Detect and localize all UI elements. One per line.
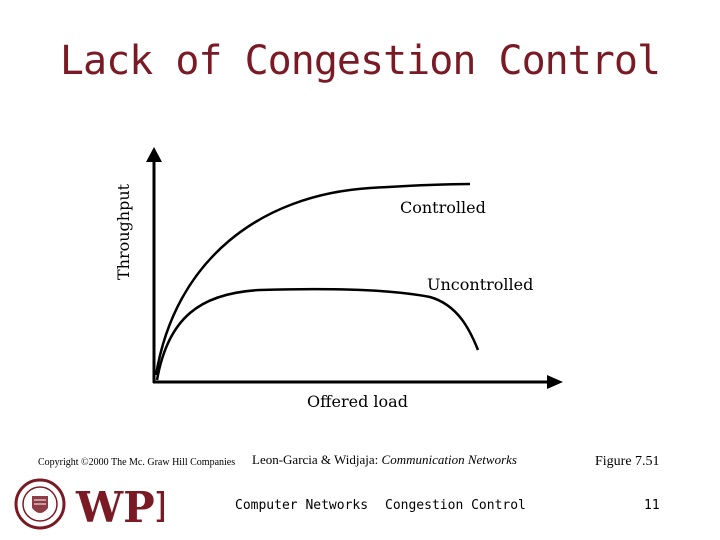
y-axis-label: Throughput	[114, 183, 133, 280]
controlled-label: Controlled	[400, 198, 486, 217]
citation-book: Communication Networks	[381, 452, 517, 467]
wpi-seal-icon	[14, 478, 66, 530]
x-axis-arrow	[547, 375, 563, 389]
lecture-topic: Congestion Control	[385, 498, 526, 513]
y-axis-arrow	[146, 147, 162, 162]
wpi-logo: WPI	[14, 478, 164, 530]
uncontrolled-curve	[155, 287, 480, 381]
citation-authors: Leon-Garcia & Widjaja:	[252, 452, 379, 467]
uncontrolled-label: Uncontrolled	[427, 275, 533, 294]
book-citation: Leon-Garcia & Widjaja: Communication Net…	[252, 452, 517, 468]
slide-title: Lack of Congestion Control	[59, 38, 661, 84]
x-axis-label: Offered load	[307, 392, 408, 411]
course-name: Computer Networks	[235, 498, 369, 513]
controlled-curve	[154, 182, 471, 376]
page-number: 11	[644, 498, 660, 513]
wpi-logo-text: WPI	[75, 483, 164, 530]
copyright-notice: Copyright ©2000 The Mc. Graw Hill Compan…	[38, 457, 236, 468]
figure-reference: Figure 7.51	[595, 454, 660, 469]
